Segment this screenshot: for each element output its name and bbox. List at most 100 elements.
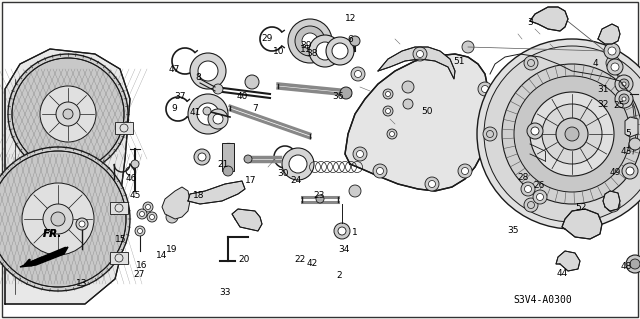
Circle shape bbox=[76, 218, 88, 230]
Circle shape bbox=[190, 53, 226, 89]
Circle shape bbox=[484, 46, 640, 222]
Text: 10: 10 bbox=[273, 47, 284, 56]
Circle shape bbox=[615, 75, 633, 93]
Text: 12: 12 bbox=[345, 14, 356, 23]
Polygon shape bbox=[232, 209, 262, 231]
Polygon shape bbox=[625, 117, 638, 137]
Circle shape bbox=[147, 212, 157, 222]
Circle shape bbox=[525, 186, 531, 192]
Text: 42: 42 bbox=[307, 259, 318, 268]
Circle shape bbox=[245, 75, 259, 89]
Circle shape bbox=[326, 37, 354, 65]
Text: 26: 26 bbox=[533, 181, 545, 190]
Circle shape bbox=[349, 185, 361, 197]
Text: 46: 46 bbox=[125, 174, 137, 182]
Circle shape bbox=[340, 87, 352, 99]
Circle shape bbox=[63, 109, 73, 119]
Circle shape bbox=[295, 26, 325, 56]
Text: 44: 44 bbox=[556, 269, 568, 278]
Circle shape bbox=[203, 107, 211, 115]
Text: 30: 30 bbox=[277, 169, 289, 178]
Circle shape bbox=[606, 56, 620, 70]
Circle shape bbox=[338, 227, 346, 235]
Circle shape bbox=[524, 56, 538, 70]
Circle shape bbox=[198, 153, 206, 161]
Circle shape bbox=[615, 90, 633, 108]
Circle shape bbox=[481, 130, 495, 144]
Polygon shape bbox=[378, 47, 455, 79]
Text: 51: 51 bbox=[454, 57, 465, 66]
Circle shape bbox=[282, 148, 314, 180]
Circle shape bbox=[0, 151, 126, 287]
Circle shape bbox=[461, 167, 468, 174]
Circle shape bbox=[565, 127, 579, 141]
Circle shape bbox=[223, 166, 233, 176]
Bar bbox=[110, 202, 128, 214]
Circle shape bbox=[542, 13, 554, 25]
Circle shape bbox=[79, 221, 85, 227]
Circle shape bbox=[22, 183, 94, 255]
Circle shape bbox=[289, 155, 307, 173]
Circle shape bbox=[8, 54, 128, 174]
Text: 15: 15 bbox=[115, 235, 126, 244]
Circle shape bbox=[530, 92, 614, 176]
Circle shape bbox=[462, 41, 474, 53]
Circle shape bbox=[536, 194, 543, 201]
Circle shape bbox=[0, 147, 130, 291]
Circle shape bbox=[383, 89, 393, 99]
Text: 50: 50 bbox=[422, 107, 433, 115]
Circle shape bbox=[561, 254, 575, 268]
Circle shape bbox=[413, 47, 427, 61]
Text: 36: 36 bbox=[332, 92, 344, 101]
Text: 52: 52 bbox=[575, 204, 587, 212]
Circle shape bbox=[477, 39, 640, 229]
Text: 33: 33 bbox=[220, 288, 231, 297]
Circle shape bbox=[150, 214, 154, 219]
Text: 3: 3 bbox=[527, 18, 532, 27]
Text: 41: 41 bbox=[189, 108, 201, 117]
Circle shape bbox=[302, 33, 318, 49]
Circle shape bbox=[417, 50, 424, 57]
Polygon shape bbox=[345, 54, 488, 191]
Text: 43: 43 bbox=[620, 147, 632, 156]
Circle shape bbox=[385, 108, 390, 114]
Bar bbox=[110, 252, 128, 264]
Circle shape bbox=[484, 133, 492, 140]
Circle shape bbox=[197, 103, 219, 125]
Circle shape bbox=[387, 129, 397, 139]
Circle shape bbox=[288, 19, 332, 63]
Circle shape bbox=[425, 177, 439, 191]
Circle shape bbox=[43, 204, 73, 234]
Circle shape bbox=[524, 198, 538, 212]
Circle shape bbox=[533, 190, 547, 204]
Circle shape bbox=[606, 198, 620, 212]
Text: 8: 8 bbox=[196, 73, 201, 82]
Text: 39: 39 bbox=[300, 41, 312, 50]
Circle shape bbox=[316, 42, 334, 60]
Circle shape bbox=[40, 86, 96, 142]
Polygon shape bbox=[5, 49, 130, 304]
Circle shape bbox=[316, 195, 324, 203]
Text: 19: 19 bbox=[166, 245, 177, 254]
Polygon shape bbox=[556, 251, 580, 271]
Circle shape bbox=[619, 94, 629, 104]
Text: 22: 22 bbox=[294, 255, 305, 263]
Circle shape bbox=[481, 85, 488, 93]
Circle shape bbox=[140, 211, 145, 217]
Circle shape bbox=[213, 84, 223, 94]
Text: 25: 25 bbox=[614, 101, 625, 110]
Text: 21: 21 bbox=[217, 160, 228, 169]
Circle shape bbox=[478, 82, 492, 96]
Polygon shape bbox=[603, 191, 620, 211]
Circle shape bbox=[521, 182, 535, 196]
Circle shape bbox=[198, 61, 218, 81]
Circle shape bbox=[527, 123, 543, 139]
Circle shape bbox=[619, 79, 629, 89]
Circle shape bbox=[356, 151, 364, 158]
Text: 6: 6 bbox=[348, 35, 353, 44]
Circle shape bbox=[403, 99, 413, 109]
Circle shape bbox=[309, 35, 341, 67]
Circle shape bbox=[194, 149, 210, 165]
Circle shape bbox=[622, 163, 638, 179]
Circle shape bbox=[208, 109, 228, 129]
